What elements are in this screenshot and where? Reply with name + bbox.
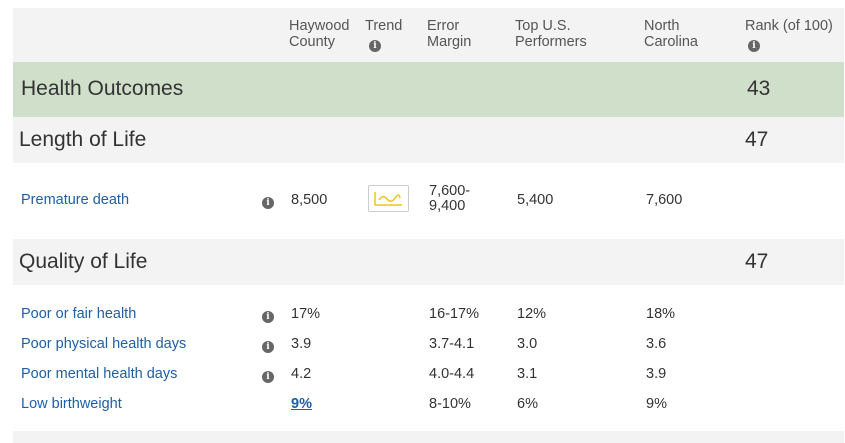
info-icon[interactable]: i [262, 311, 274, 323]
measure-link[interactable]: Poor or fair health [21, 306, 137, 322]
health-outcomes-band: Health Outcomes 43 [13, 62, 844, 117]
col-rank-header: Rank (of 100) i [745, 18, 833, 52]
error-margin: 4.0-4.4 [429, 366, 475, 382]
length-of-life-band: Length of Life 47 [13, 117, 844, 163]
measure-link[interactable]: Poor mental health days [21, 366, 178, 382]
county-value: 3.9 [291, 336, 312, 352]
error-margin: 7,600- 9,400 [429, 184, 470, 214]
state-value: 3.9 [646, 366, 667, 382]
quality-of-life-title: Quality of Life [19, 250, 148, 273]
col-error-line2: Margin [427, 34, 472, 50]
top-performers-value: 12% [517, 306, 547, 322]
col-state-line2: Carolina [644, 34, 698, 50]
col-county-line1: Haywood [289, 18, 350, 34]
trend-graph-icon [374, 192, 402, 206]
county-value: 4.2 [291, 366, 312, 382]
top-performers-value: 6% [517, 396, 538, 412]
state-value: 18% [646, 306, 676, 322]
length-of-life-rank: 47 [745, 128, 769, 151]
trend-chart-button[interactable] [368, 185, 409, 212]
measure-link[interactable]: Poor physical health days [21, 336, 187, 352]
col-rank-label: Rank (of 100) [745, 18, 833, 34]
error-margin: 3.7-4.1 [429, 336, 475, 352]
col-error-header: Error Margin [427, 18, 471, 50]
quality-of-life-band: Quality of Life 47 [13, 239, 844, 285]
county-value-link[interactable]: 9% [291, 396, 312, 412]
county-value: 17% [291, 306, 321, 322]
col-top-header: Top U.S. Performers [515, 18, 587, 50]
health-outcomes-title: Health Outcomes [21, 77, 184, 100]
length-of-life-title: Length of Life [19, 128, 147, 151]
info-icon[interactable]: i [262, 341, 274, 353]
county-value: 8,500 [291, 192, 328, 208]
col-top-line1: Top U.S. [515, 18, 571, 34]
col-trend-header: Trend i [365, 18, 402, 52]
state-value: 9% [646, 396, 667, 412]
top-performers-value: 3.0 [517, 336, 538, 352]
error-margin-line1: 7,600- [429, 183, 471, 199]
health-rankings-table: Haywood County Trend i Error Margin Top … [13, 8, 844, 443]
table-header [13, 8, 844, 62]
quality-of-life-rank: 47 [745, 250, 769, 273]
col-top-line2: Performers [515, 34, 587, 50]
state-value: 7,600 [646, 192, 683, 208]
top-performers-value: 5,400 [517, 192, 554, 208]
error-margin-line2: 9,400 [429, 198, 466, 214]
measure-link[interactable]: Low birthweight [21, 396, 122, 412]
state-value: 3.6 [646, 336, 667, 352]
measure-link[interactable]: Premature death [21, 192, 130, 208]
info-icon[interactable]: i [262, 197, 274, 209]
col-error-line1: Error [427, 18, 460, 34]
col-county-line2: County [289, 34, 335, 50]
error-margin: 16-17% [429, 306, 479, 322]
table-footer-band [13, 431, 844, 443]
col-state-line1: North [644, 18, 680, 34]
info-icon[interactable]: i [262, 371, 274, 383]
error-margin: 8-10% [429, 396, 471, 412]
top-performers-value: 3.1 [517, 366, 538, 382]
health-outcomes-rank: 43 [747, 77, 771, 100]
info-icon[interactable]: i [369, 40, 381, 52]
col-state-header: North Carolina [644, 18, 698, 50]
col-trend-label: Trend [365, 18, 403, 34]
col-county-header: Haywood County [289, 18, 349, 50]
info-icon[interactable]: i [748, 40, 760, 52]
